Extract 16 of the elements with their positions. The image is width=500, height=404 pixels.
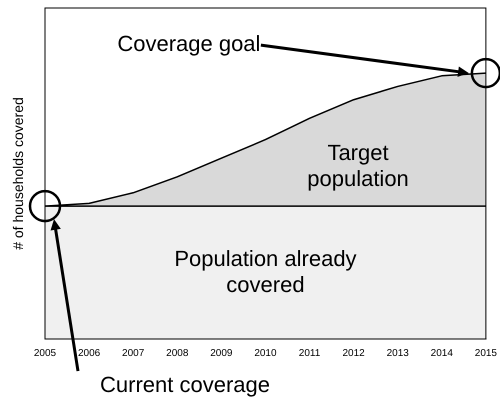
annotation: Population already covered xyxy=(174,246,357,297)
x-tick-label: 2008 xyxy=(166,348,189,359)
x-tick-label: 2014 xyxy=(430,348,454,359)
x-tick-label: 2006 xyxy=(78,348,101,359)
x-tick-label: 2012 xyxy=(342,348,366,359)
x-tick-label: 2011 xyxy=(298,348,321,359)
x-tick-label: 2010 xyxy=(254,348,277,359)
text: Current coverage xyxy=(100,372,270,398)
y-axis-title: # of households covered xyxy=(10,97,26,250)
x-tick-label: 2007 xyxy=(122,348,145,359)
annotation: Target population xyxy=(307,140,409,191)
x-tick-label: 2015 xyxy=(474,348,498,359)
text: Coverage goal xyxy=(117,31,260,56)
x-tick-label: 2005 xyxy=(34,348,57,359)
x-tick-label: 2009 xyxy=(210,348,233,359)
x-tick-label: 2013 xyxy=(386,348,410,359)
